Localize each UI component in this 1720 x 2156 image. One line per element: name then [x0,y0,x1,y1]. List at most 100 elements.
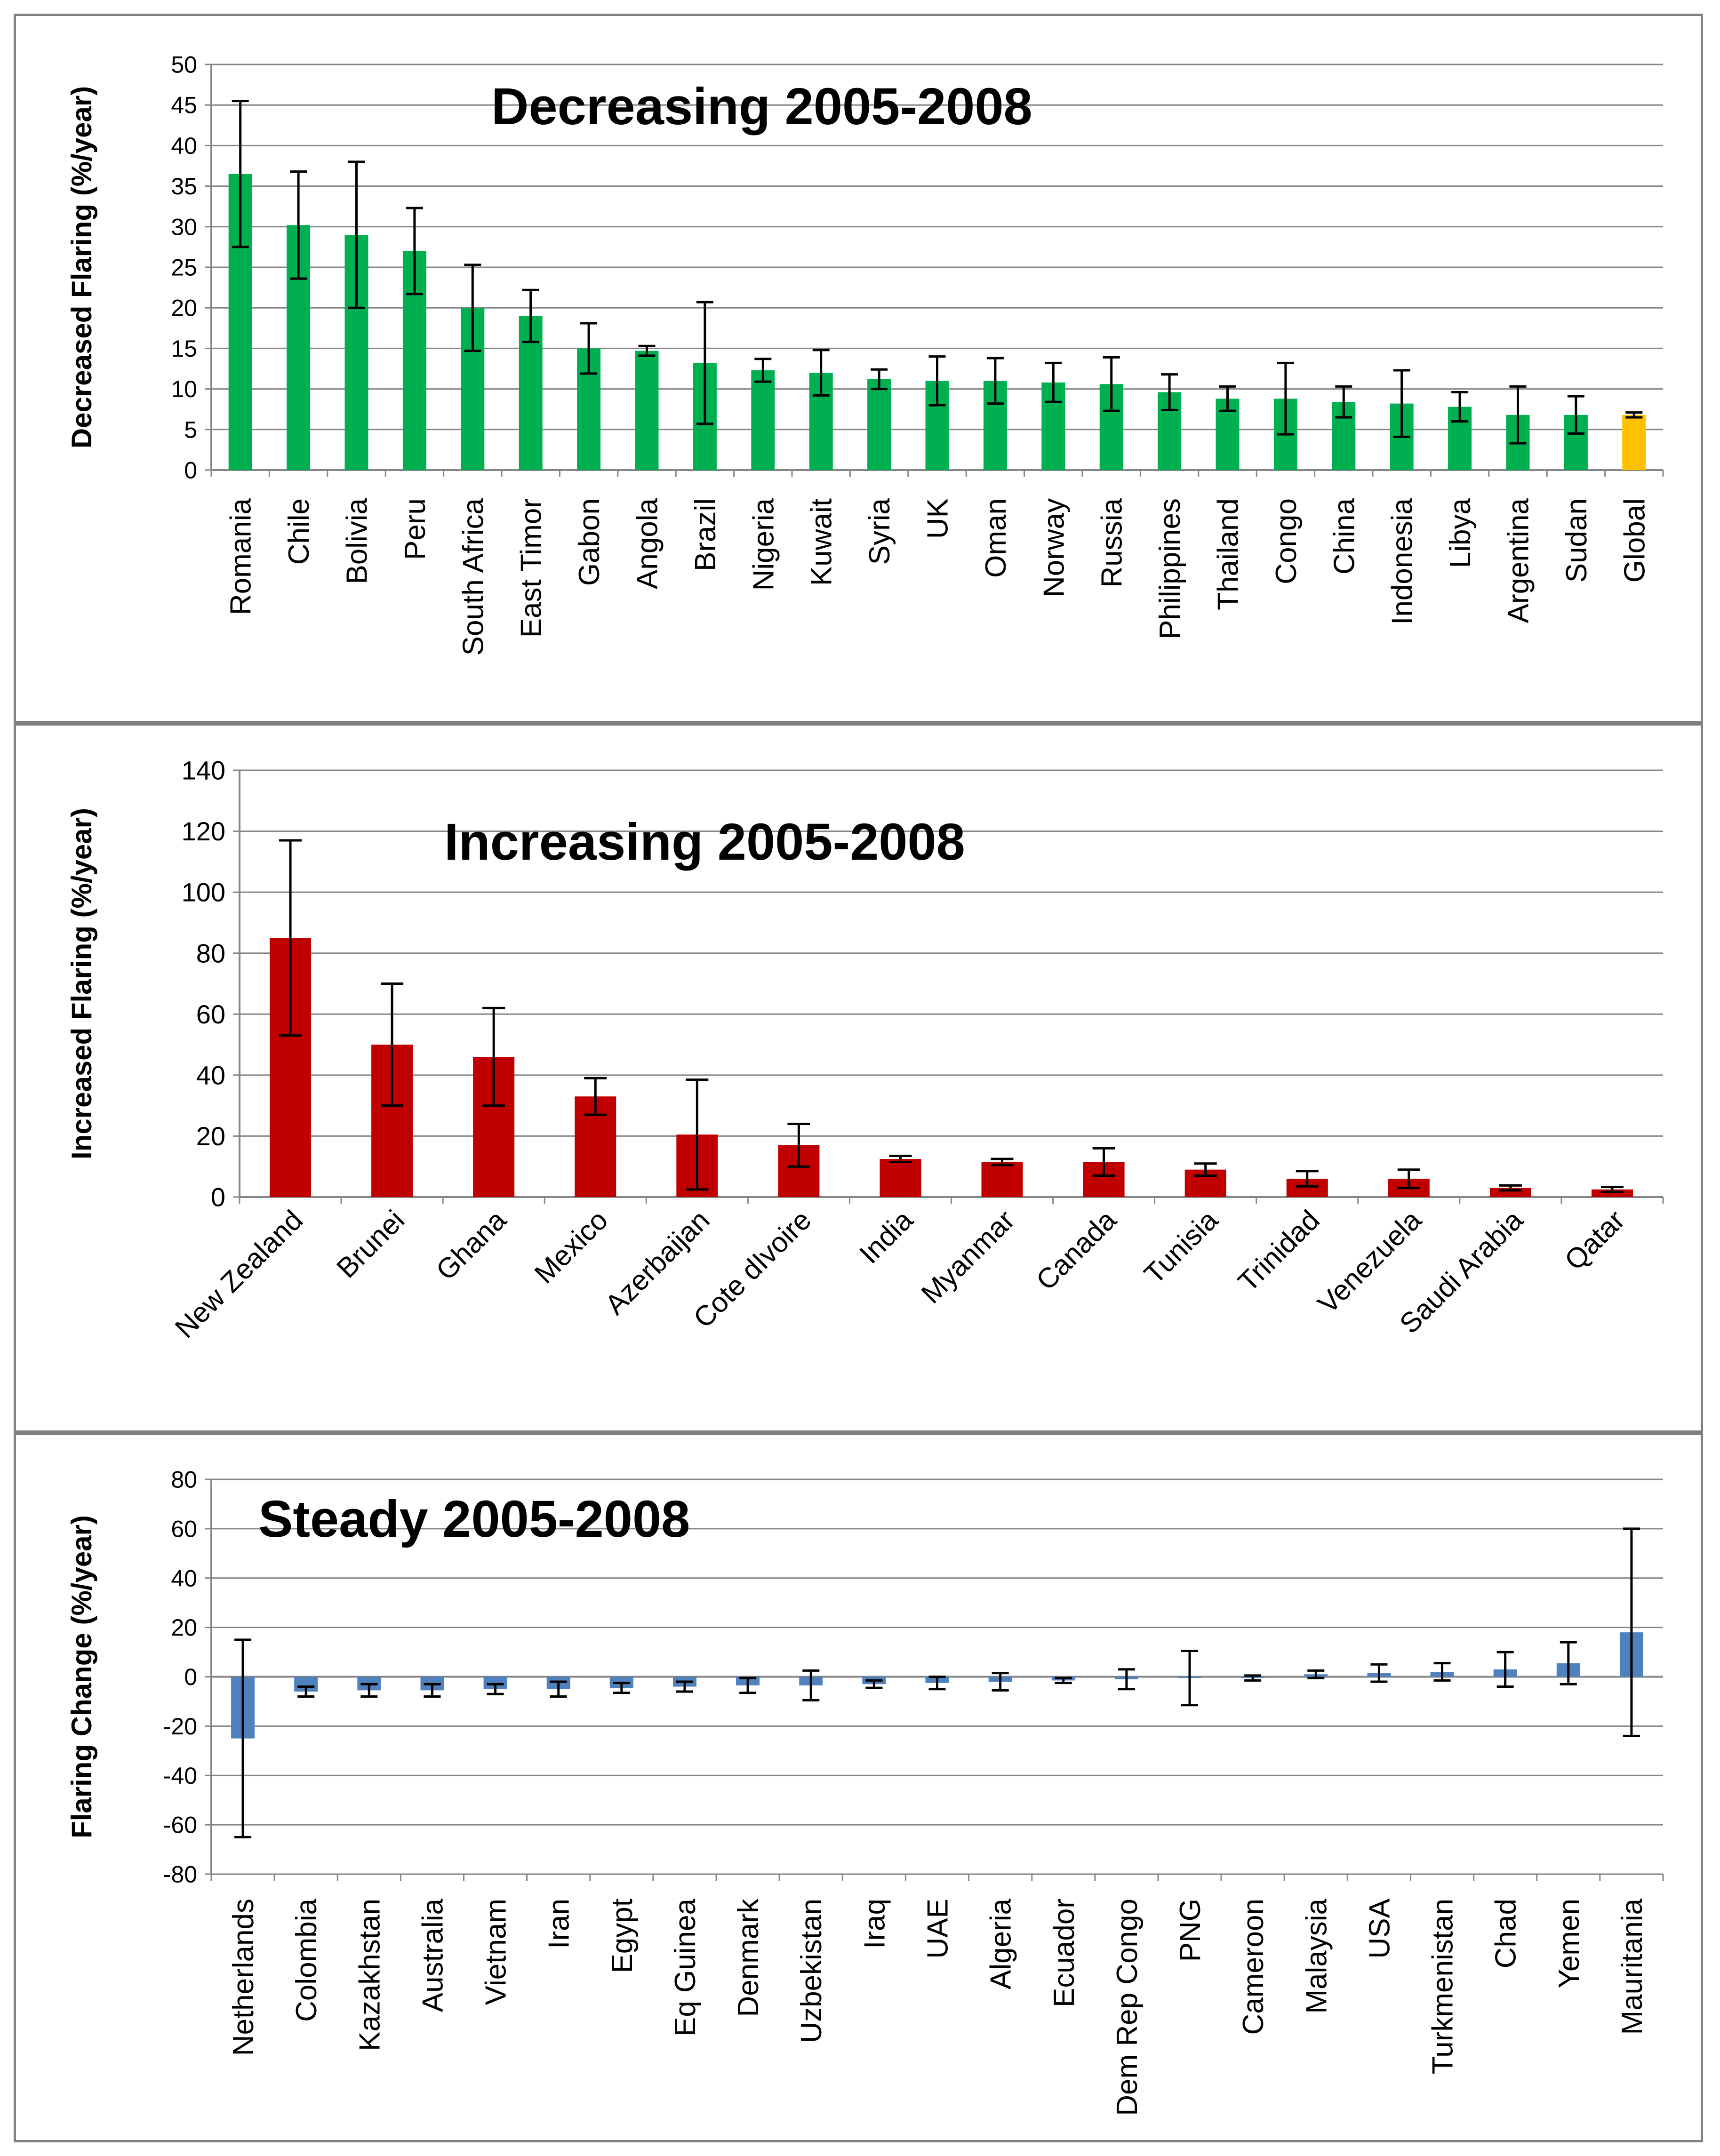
y-axis-label: Flaring Change (%/year) [66,1515,97,1838]
error-bar-brazil [696,301,713,425]
category-label-indonesia: Indonesia [1386,498,1419,624]
category-label-brazil: Brazil [689,498,722,571]
y-tick-label: 0 [211,1182,225,1212]
category-label-india: India [853,1204,919,1270]
chart-title: Decreasing 2005-2008 [491,78,1032,136]
steady-chart: -80 -60 -40 -20 0 20 40 60 80 Netherlands Colombia… [66,1467,1664,2116]
category-label-gabon: Gabon [573,498,606,586]
error-bar-azerbaijan [686,1078,709,1191]
increasing-chart: 0 20 40 60 80 100 120 140 New Zealand Brunei Ghana… [66,756,1664,1344]
category-label-ecuador: Ecuador [1048,1899,1080,2007]
error-bar-congo [1277,361,1294,436]
category-label-uzbekistan: Uzbekistan [795,1899,828,2043]
y-tick-label: 40 [171,1565,197,1591]
category-label-uae: UAE [922,1899,954,1958]
error-bar-colombia [297,1685,315,1698]
error-bar-png [1181,1649,1199,1707]
category-label-kuwait: Kuwait [806,498,838,586]
error-bars [234,1527,1640,1838]
y-tick-label: 80 [196,938,225,968]
y-axis-label: Increased Flaring (%/year) [66,808,97,1159]
error-bar-algeria [992,1672,1009,1692]
category-label-colombia: Colombia [290,1898,323,2021]
y-tick-label: 140 [182,756,225,785]
y-tick-label: 45 [171,92,197,119]
category-label-cameroon: Cameroon [1237,1899,1270,2035]
error-bar-nigeria [754,358,772,383]
error-bar-netherlands [234,1638,252,1838]
error-bar-turkmenistan [1433,1662,1451,1682]
y-tick-labels: 0 5 10 15 20 25 30 35 40 45 50 [171,52,211,484]
error-bar-egypt [613,1682,630,1694]
category-label-chile: Chile [283,498,315,565]
y-tick-label: 20 [171,295,197,321]
error-bar-venezuela [1397,1168,1420,1190]
increasing-chart-panel: 0 20 40 60 80 100 120 140 New Zealand Brunei Ghana… [14,723,1703,1433]
error-bars [279,839,1624,1193]
error-bar-brunei [381,982,404,1107]
category-label-trinidad: Trinidad [1232,1204,1326,1298]
error-bar-indonesia [1393,369,1410,438]
error-bar-sudan [1567,395,1584,435]
decreasing-chart-panel: 0 5 10 15 20 25 30 35 40 45 50 Romania Chile Bolivia P… [14,14,1703,723]
category-label-oman: Oman [980,498,1012,578]
error-bar-mauritania [1623,1527,1640,1737]
error-bar-denmark [739,1677,757,1694]
chart-title: Increasing 2005-2008 [444,813,965,871]
y-tick-label: 15 [171,335,197,362]
y-tick-label: -80 [163,1861,197,1888]
category-label-brunei: Brunei [330,1204,410,1284]
error-bar-iraq [865,1679,883,1689]
category-label-philippines: Philippines [1154,498,1186,639]
category-label-nigeria: Nigeria [747,498,780,591]
category-label-chad: Chad [1490,1899,1522,1968]
category-label-denmark: Denmark [732,1898,765,2017]
category-label-angola: Angola [632,498,664,589]
category-label-china: China [1328,498,1360,575]
category-label-myanmar: Myanmar [915,1204,1021,1310]
category-label-sudan: Sudan [1560,498,1593,583]
y-tick-labels: 0 20 40 60 80 100 120 140 [182,756,240,1212]
y-tick-label: 120 [182,816,225,846]
category-label-dem-rep-congo: Dem Rep Congo [1111,1899,1144,2116]
error-bar-india [889,1155,912,1163]
error-bar-new-zealand [279,839,302,1037]
y-tick-label: 60 [196,999,225,1029]
y-tick-label: 50 [171,52,197,78]
y-tick-label: 25 [171,255,197,281]
category-label-vietnam: Vietnam [480,1899,512,2005]
error-bar-gabon [580,322,598,375]
bar-angola [635,351,659,470]
chart-title: Steady 2005-2008 [258,1490,690,1548]
error-bar-thailand [1219,385,1236,412]
category-label-east-timor: East Timor [515,498,548,638]
error-bar-peru [406,207,423,295]
category-labels: Romania Chile Bolivia Peru South Africa East … [225,498,1651,655]
category-label-romania: Romania [225,498,257,615]
y-tick-label: 0 [184,457,197,484]
y-tick-label: 30 [171,214,197,240]
category-label-qatar: Qatar [1559,1204,1631,1276]
error-bar-vietnam [487,1683,504,1695]
x-tick-marks [210,1874,1664,1881]
bar-global [1622,415,1646,470]
category-label-australia: Australia [416,1898,449,2012]
bar-myanmar [981,1162,1023,1197]
category-label-new-zealand: New Zealand [169,1204,309,1344]
error-bar-chile [290,170,307,280]
y-axis-label: Decreased Flaring (%/year) [66,86,97,448]
category-label-eq-guinea: Eq Guinea [669,1898,702,2036]
error-bar-qatar [1600,1186,1624,1193]
error-bar-russia [1103,356,1120,412]
category-label-libya: Libya [1444,498,1477,568]
error-bar-bolivia [348,160,365,309]
category-label-tunisia: Tunisia [1138,1204,1224,1290]
y-tick-label: 40 [196,1060,225,1090]
steady-chart-panel: -80 -60 -40 -20 0 20 40 60 80 Netherlands Colombia… [14,1433,1703,2142]
category-label-thailand: Thailand [1212,498,1245,610]
error-bar-norway [1045,361,1062,403]
category-label-mexico: Mexico [528,1204,614,1290]
category-label-uk: UK [922,498,954,539]
error-bar-malaysia [1307,1669,1325,1679]
bars [228,174,1646,470]
